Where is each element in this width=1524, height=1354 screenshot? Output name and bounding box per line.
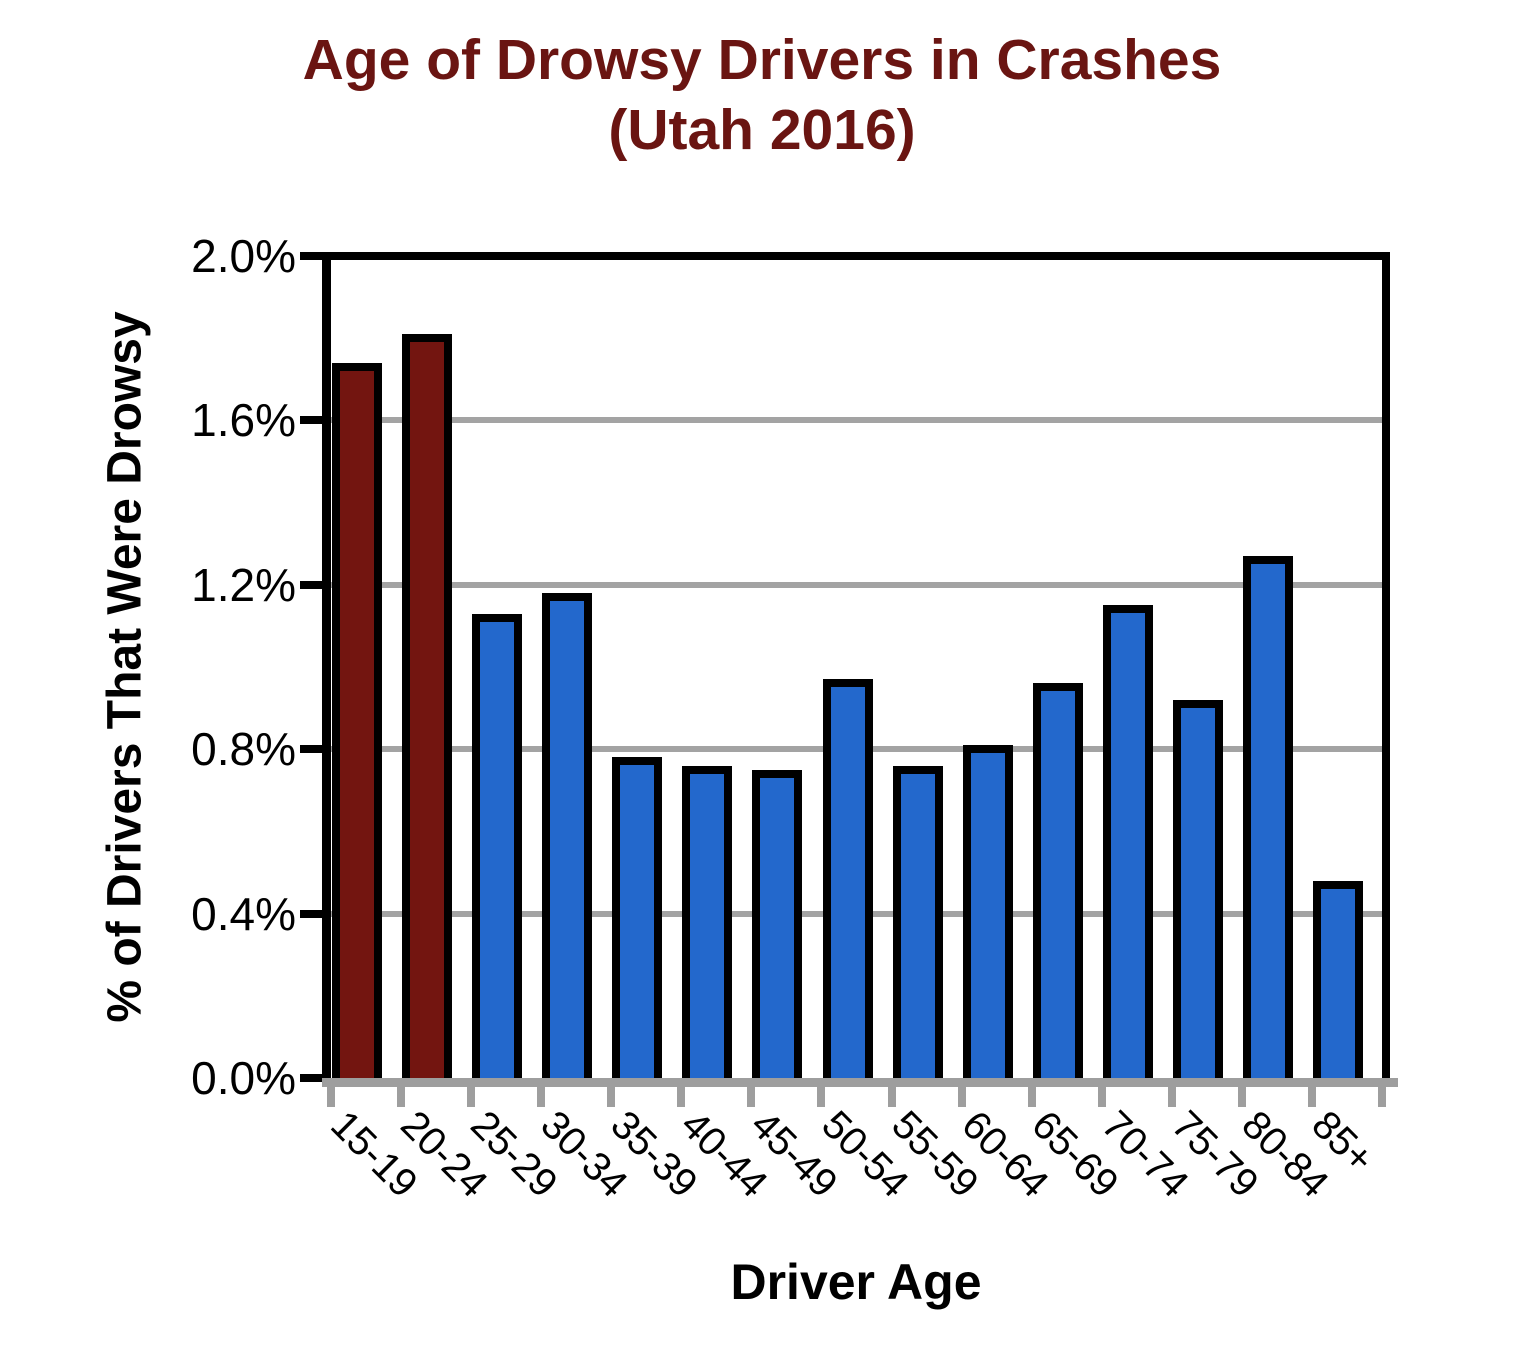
bar-80-84: [1242, 556, 1293, 1078]
bar-70-74: [1102, 605, 1153, 1078]
y-tick-0.4%: [300, 909, 322, 918]
chart-title: Age of Drowsy Drivers in Crashes (Utah 2…: [0, 26, 1524, 165]
y-tick-1.6%: [300, 416, 322, 425]
bar-20-24: [402, 334, 453, 1078]
gridline-1.6pct: [331, 417, 1382, 424]
bar-35-39: [612, 757, 663, 1078]
x-tick-10: [1027, 1087, 1036, 1107]
y-tick-label-2.0%: 2.0%: [191, 230, 296, 282]
x-tick-6: [747, 1087, 756, 1107]
bar-50-54: [822, 679, 873, 1078]
x-tick-14: [1307, 1087, 1316, 1107]
x-tick-15: [1378, 1087, 1386, 1107]
y-tick-0.0%: [300, 1074, 322, 1082]
x-tick-3: [537, 1087, 546, 1107]
x-tick-2: [467, 1087, 476, 1107]
bar-75-79: [1172, 700, 1223, 1078]
bar-25-29: [472, 614, 523, 1078]
chart-title-line2: (Utah 2016): [608, 97, 916, 162]
gridline-1.2pct: [331, 581, 1382, 588]
x-tick-13: [1237, 1087, 1246, 1107]
x-axis-line: [322, 1078, 1398, 1087]
bar-60-64: [962, 745, 1013, 1078]
y-tick-0.8%: [300, 745, 322, 754]
x-tick-4: [607, 1087, 616, 1107]
y-tick-1.2%: [300, 580, 322, 589]
bar-15-19: [332, 363, 383, 1078]
x-tick-8: [887, 1087, 896, 1107]
x-tick-5: [677, 1087, 686, 1107]
y-tick-label-0.0%: 0.0%: [191, 1052, 296, 1104]
y-tick-label-0.4%: 0.4%: [191, 887, 296, 940]
plot-inner: [331, 260, 1382, 1078]
x-tick-0: [327, 1087, 335, 1107]
y-tick-label-0.8%: 0.8%: [191, 723, 296, 776]
chart-title-line1: Age of Drowsy Drivers in Crashes: [302, 28, 1222, 92]
y-tick-label-1.2%: 1.2%: [191, 558, 296, 611]
bar-45-49: [752, 770, 803, 1078]
bar-40-44: [682, 766, 733, 1078]
bar-55-59: [892, 766, 943, 1078]
x-axis-title: Driver Age: [730, 1254, 982, 1310]
bar-65-69: [1032, 683, 1083, 1078]
x-tick-9: [957, 1087, 966, 1107]
bar-30-34: [542, 593, 593, 1078]
bar-85+: [1312, 881, 1363, 1078]
y-tick-2.0%: [300, 252, 322, 260]
y-tick-label-1.6%: 1.6%: [191, 394, 296, 447]
x-tick-11: [1097, 1087, 1106, 1107]
x-tick-1: [397, 1087, 406, 1107]
x-tick-12: [1167, 1087, 1176, 1107]
plot-area: [322, 252, 1390, 1078]
x-tick-7: [817, 1087, 826, 1107]
